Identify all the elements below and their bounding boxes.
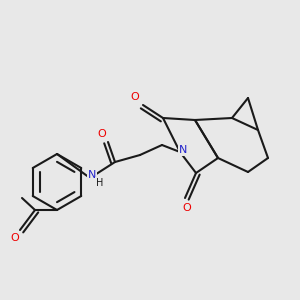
Text: N: N [179, 145, 187, 155]
Text: N: N [88, 170, 96, 180]
Text: O: O [11, 233, 20, 243]
Text: O: O [98, 129, 106, 139]
Text: O: O [183, 203, 191, 213]
Text: H: H [96, 178, 104, 188]
Text: O: O [130, 92, 140, 102]
